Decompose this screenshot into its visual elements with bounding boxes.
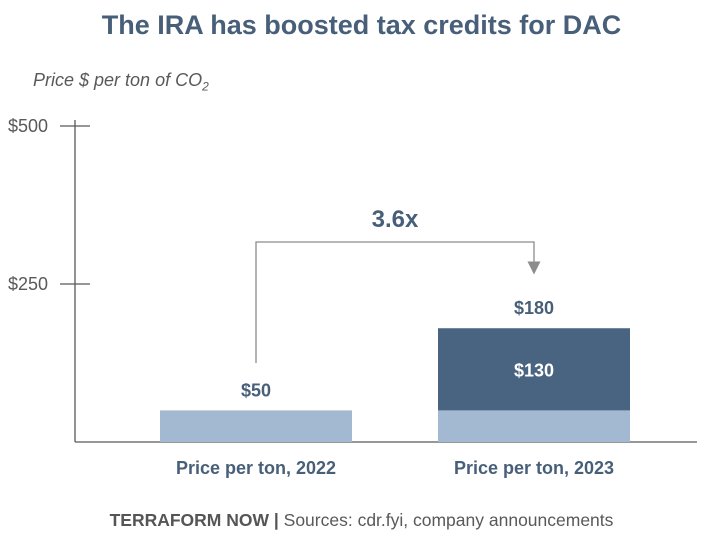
footer-sources: Sources: cdr.fyi, company announcements [278,510,614,530]
growth-annotation: 3.6x [372,206,419,233]
bar-segment [438,328,630,411]
y-axis-label-subscript: 2 [202,79,209,94]
y-tick-label: $500 [8,116,48,136]
x-category-label: Price per ton, 2023 [454,458,614,478]
bar-total-label: $50 [241,380,271,400]
y-axis-label-text: Price $ per ton of CO [33,70,203,90]
bar-segment [438,410,630,442]
bar-total-label: $180 [514,298,554,318]
chart-title: The IRA has boosted tax credits for DAC [101,10,622,40]
y-tick-label: $250 [8,274,48,294]
bar-segment-label: $130 [514,360,554,380]
growth-bracket-arrow [255,241,541,363]
footer-brand: TERRAFORM NOW | [109,510,279,530]
footer: TERRAFORM NOW | Sources: cdr.fyi, compan… [0,510,723,531]
y-axis-label: Price $ per ton of CO2 [33,70,209,94]
x-category-label: Price per ton, 2022 [176,458,336,478]
bar-segment [160,410,352,442]
